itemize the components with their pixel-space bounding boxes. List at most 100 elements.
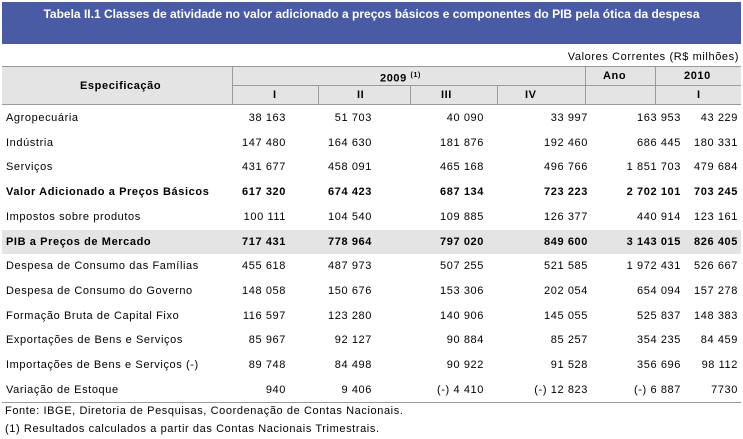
cell-value: 9 406 [341,383,372,396]
column-header: Ano [603,70,627,82]
row-label: Despesa de Consumo do Governo [6,284,193,297]
cell-value: 126 377 [544,210,588,223]
cell-value: 180 331 [694,136,738,149]
cell-value: 7730 [711,383,738,396]
cell-value: 525 837 [637,309,681,322]
cell-value: 91 528 [550,359,588,371]
column-header: III [441,89,452,101]
year-label: 2009 [380,72,407,85]
cell-value: 90 884 [446,334,484,347]
cell-value: 797 020 [440,235,484,248]
cell-value: 51 703 [334,112,372,124]
row-label: Indústria [6,136,54,149]
footnote-mark: (1) [410,72,421,79]
cell-value: 465 168 [440,161,484,174]
cell-value: 521 585 [544,260,588,273]
cell-value: 1 851 703 [626,161,681,174]
cell-value: 157 278 [694,284,738,297]
cell-value: 116 597 [242,309,286,322]
row-label: Valor Adicionado a Preços Básicos [6,186,210,199]
cell-value: 150 676 [328,284,372,297]
cell-value: 202 054 [544,284,588,297]
rule [2,104,741,105]
cell-value: 496 766 [544,161,588,174]
cell-value: 703 245 [694,186,738,199]
cell-value: 181 876 [440,136,484,149]
cell-value: 85 967 [248,334,286,347]
cell-value: 89 748 [248,359,286,371]
cell-value: 1 972 431 [626,260,681,273]
footnote: (1) Resultados calculados a partir das C… [5,423,380,435]
cell-value: 617 320 [242,186,286,199]
cell-value: (-) 6 887 [634,383,681,396]
cell-value: 940 [265,383,286,396]
cell-value: 84 498 [334,359,372,371]
column-header: I [697,89,701,101]
column-header: Especificação [80,80,162,92]
column-header: II [357,89,365,101]
rule [497,85,498,104]
column-header: I [273,89,277,101]
row-label: Serviços [6,161,53,174]
cell-value: 356 696 [637,359,681,371]
cell-value: 40 090 [446,112,484,124]
cell-value: 687 134 [440,186,484,199]
column-header: 2009 (1) [380,69,421,86]
cell-value: 153 306 [440,284,484,297]
cell-value: (-) 4 410 [437,383,484,396]
rule [585,66,586,104]
rule [410,85,411,104]
cell-value: 479 684 [694,161,738,174]
cell-value: 109 885 [440,210,484,223]
cell-value: 723 223 [544,186,588,199]
cell-value: 849 600 [544,235,588,248]
rule [318,85,319,104]
cell-value: 487 973 [328,260,372,273]
column-header: IV [525,89,537,101]
rule [655,66,656,104]
cell-value: 92 127 [334,334,372,347]
cell-value: 123 161 [694,210,738,223]
cell-value: 85 257 [550,334,588,347]
rule [232,66,233,104]
cell-value: 2 702 101 [626,186,681,199]
table-title: Tabela II.1 Classes de atividade no valo… [2,2,741,44]
rule [232,85,741,86]
units-label: Valores Correntes (R$ milhões) [567,51,739,63]
cell-value: 354 235 [637,334,681,347]
row-label: Impostos sobre produtos [6,210,141,223]
cell-value: 431 677 [242,161,286,174]
cell-value: 507 255 [440,260,484,273]
row-label: Agropecuária [6,112,79,124]
cell-value: (-) 12 823 [534,383,588,396]
rule [2,66,741,67]
cell-value: 140 906 [440,309,484,322]
cell-value: 104 540 [328,210,372,223]
cell-value: 84 459 [700,334,738,347]
column-header: 2010 [684,70,711,82]
cell-value: 686 445 [637,136,681,149]
cell-value: 192 460 [544,136,588,149]
row-label: Formação Bruta de Capital Fixo [6,309,180,322]
row-label: Variação de Estoque [6,383,119,396]
cell-value: 778 964 [328,235,372,248]
cell-value: 455 618 [242,260,286,273]
cell-value: 98 112 [701,359,738,371]
cell-value: 148 058 [242,284,286,297]
row-highlight [2,229,741,254]
rule [2,402,741,403]
cell-value: 440 914 [637,210,681,223]
cell-value: 163 953 [637,112,681,124]
cell-value: 90 922 [446,359,484,371]
row-label: Importações de Bens e Serviços (-) [6,359,199,371]
cell-value: 826 405 [694,235,738,248]
source-note: Fonte: IBGE, Diretoria de Pesquisas, Coo… [5,405,404,417]
cell-value: 43 229 [700,112,738,124]
cell-value: 458 091 [328,161,372,174]
cell-value: 526 667 [694,260,738,273]
cell-value: 145 055 [544,309,588,322]
row-label: PIB a Preços de Mercado [6,235,152,248]
row-label: Despesa de Consumo das Famílias [6,260,199,273]
cell-value: 164 630 [328,136,372,149]
